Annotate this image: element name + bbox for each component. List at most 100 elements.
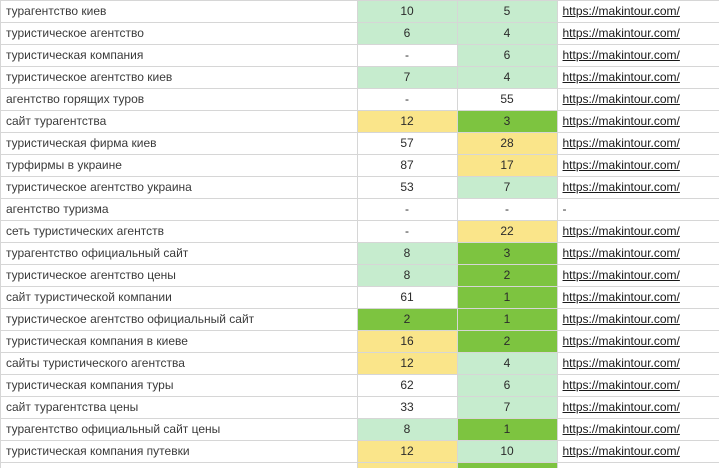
url-cell[interactable]: https://makintour.com/: [557, 374, 719, 397]
makintour-link[interactable]: https://makintour.com/: [562, 48, 680, 62]
url-cell[interactable]: https://makintour.com/: [557, 242, 719, 265]
position-cell-2[interactable]: 10: [457, 440, 558, 463]
position-cell-2[interactable]: 7: [457, 176, 558, 199]
makintour-link[interactable]: https://makintour.com/: [562, 444, 680, 458]
url-cell[interactable]: https://makintour.com/: [557, 110, 719, 133]
makintour-link[interactable]: https://makintour.com/: [562, 356, 680, 370]
position-cell-2[interactable]: 2: [457, 330, 558, 353]
url-cell[interactable]: https://makintour.com/: [557, 440, 719, 463]
position-cell-1[interactable]: 8: [357, 242, 458, 265]
position-cell-1[interactable]: 2: [357, 308, 458, 331]
url-cell[interactable]: https://makintour.com/: [557, 1, 719, 23]
position-cell-1[interactable]: -: [357, 44, 458, 67]
position-cell-1[interactable]: 62: [357, 374, 458, 397]
position-cell-2[interactable]: 1: [457, 418, 558, 441]
position-cell-1[interactable]: -: [357, 88, 458, 111]
keyword-cell[interactable]: туристическое агентство украина: [1, 176, 358, 199]
keyword-cell[interactable]: туристическое агентство киев: [1, 66, 358, 89]
url-cell[interactable]: https://makintour.com/: [557, 352, 719, 375]
position-cell-1[interactable]: 6: [357, 22, 458, 45]
position-cell-2[interactable]: 1: [457, 308, 558, 331]
makintour-link[interactable]: https://makintour.com/: [562, 136, 680, 150]
makintour-link[interactable]: https://makintour.com/: [562, 334, 680, 348]
position-cell-1[interactable]: 12: [357, 110, 458, 133]
position-cell-2[interactable]: 6: [457, 374, 558, 397]
makintour-link[interactable]: https://makintour.com/: [562, 70, 680, 84]
keyword-cell[interactable]: туристическая компания: [1, 44, 358, 67]
url-cell[interactable]: https://makintour.com/: [557, 22, 719, 45]
keyword-cell[interactable]: сайты туристического агентства: [1, 352, 358, 375]
position-cell-1[interactable]: 7: [357, 66, 458, 89]
keyword-cell[interactable]: агентство туризма: [1, 198, 358, 221]
url-cell[interactable]: https://makintour.com/: [557, 264, 719, 287]
position-cell-2[interactable]: 5: [457, 1, 558, 23]
keyword-cell[interactable]: турагентство официальный сайт: [1, 242, 358, 265]
makintour-link[interactable]: https://makintour.com/: [562, 312, 680, 326]
makintour-link[interactable]: https://makintour.com/: [562, 158, 680, 172]
makintour-link[interactable]: https://makintour.com/: [562, 224, 680, 238]
url-cell[interactable]: -: [557, 198, 719, 221]
position-cell-1[interactable]: 53: [357, 176, 458, 199]
url-cell[interactable]: https://makintour.com/: [557, 308, 719, 331]
position-cell-2[interactable]: 55: [457, 88, 558, 111]
url-cell[interactable]: https://makintour.com/: [557, 154, 719, 177]
position-cell-2[interactable]: [457, 462, 558, 468]
position-cell-2[interactable]: 6: [457, 44, 558, 67]
keyword-cell[interactable]: туристическая фирма киев: [1, 132, 358, 155]
position-cell-2[interactable]: 3: [457, 242, 558, 265]
url-cell[interactable]: https://makintour.com/: [557, 220, 719, 243]
position-cell-1[interactable]: 10: [357, 1, 458, 23]
url-cell[interactable]: https://makintour.com/: [557, 66, 719, 89]
url-cell[interactable]: https://makintour.com/: [557, 286, 719, 309]
position-cell-1[interactable]: [357, 462, 458, 468]
keyword-cell[interactable]: сайт турагентства цены: [1, 396, 358, 419]
position-cell-1[interactable]: 87: [357, 154, 458, 177]
position-cell-2[interactable]: 22: [457, 220, 558, 243]
position-cell-1[interactable]: 12: [357, 440, 458, 463]
position-cell-2[interactable]: 4: [457, 22, 558, 45]
position-cell-1[interactable]: 12: [357, 352, 458, 375]
position-cell-1[interactable]: -: [357, 198, 458, 221]
url-cell[interactable]: https://makintour.com/: [557, 396, 719, 419]
url-cell[interactable]: https://makintour.com/: [557, 44, 719, 67]
position-cell-2[interactable]: 7: [457, 396, 558, 419]
keyword-cell[interactable]: туристическое агентство официальный сайт: [1, 308, 358, 331]
position-cell-2[interactable]: 2: [457, 264, 558, 287]
keyword-cell[interactable]: турагентство киев: [1, 1, 358, 23]
makintour-link[interactable]: https://makintour.com/: [562, 92, 680, 106]
position-cell-2[interactable]: 28: [457, 132, 558, 155]
keyword-cell[interactable]: туристическая компания туры: [1, 374, 358, 397]
position-cell-1[interactable]: 33: [357, 396, 458, 419]
keyword-cell[interactable]: сайт туристической компании: [1, 286, 358, 309]
position-cell-1[interactable]: 61: [357, 286, 458, 309]
makintour-link[interactable]: https://makintour.com/: [562, 400, 680, 414]
keyword-cell[interactable]: [1, 462, 358, 468]
position-cell-1[interactable]: 8: [357, 418, 458, 441]
position-cell-2[interactable]: 3: [457, 110, 558, 133]
position-cell-2[interactable]: 1: [457, 286, 558, 309]
keyword-cell[interactable]: турагентство официальный сайт цены: [1, 418, 358, 441]
makintour-link[interactable]: https://makintour.com/: [562, 246, 680, 260]
makintour-link[interactable]: https://makintour.com/: [562, 4, 680, 18]
makintour-link[interactable]: https://makintour.com/: [562, 26, 680, 40]
makintour-link[interactable]: https://makintour.com/: [562, 378, 680, 392]
position-cell-2[interactable]: 4: [457, 352, 558, 375]
url-cell[interactable]: https://makintour.com/: [557, 418, 719, 441]
keyword-cell[interactable]: туристическая компания путевки: [1, 440, 358, 463]
keyword-cell[interactable]: сайт турагентства: [1, 110, 358, 133]
makintour-link[interactable]: https://makintour.com/: [562, 180, 680, 194]
url-cell[interactable]: https://makintour.com/: [557, 88, 719, 111]
keyword-cell[interactable]: туристическое агентство цены: [1, 264, 358, 287]
position-cell-1[interactable]: 57: [357, 132, 458, 155]
position-cell-2[interactable]: 4: [457, 66, 558, 89]
keyword-cell[interactable]: турфирмы в украине: [1, 154, 358, 177]
url-cell[interactable]: https://makintour.com/: [557, 132, 719, 155]
makintour-link[interactable]: https://makintour.com/: [562, 268, 680, 282]
position-cell-1[interactable]: -: [357, 220, 458, 243]
position-cell-2[interactable]: -: [457, 198, 558, 221]
position-cell-1[interactable]: 16: [357, 330, 458, 353]
keyword-cell[interactable]: туристическое агентство: [1, 22, 358, 45]
keyword-cell[interactable]: туристическая компания в киеве: [1, 330, 358, 353]
makintour-link[interactable]: https://makintour.com/: [562, 290, 680, 304]
keyword-cell[interactable]: сеть туристических агентств: [1, 220, 358, 243]
